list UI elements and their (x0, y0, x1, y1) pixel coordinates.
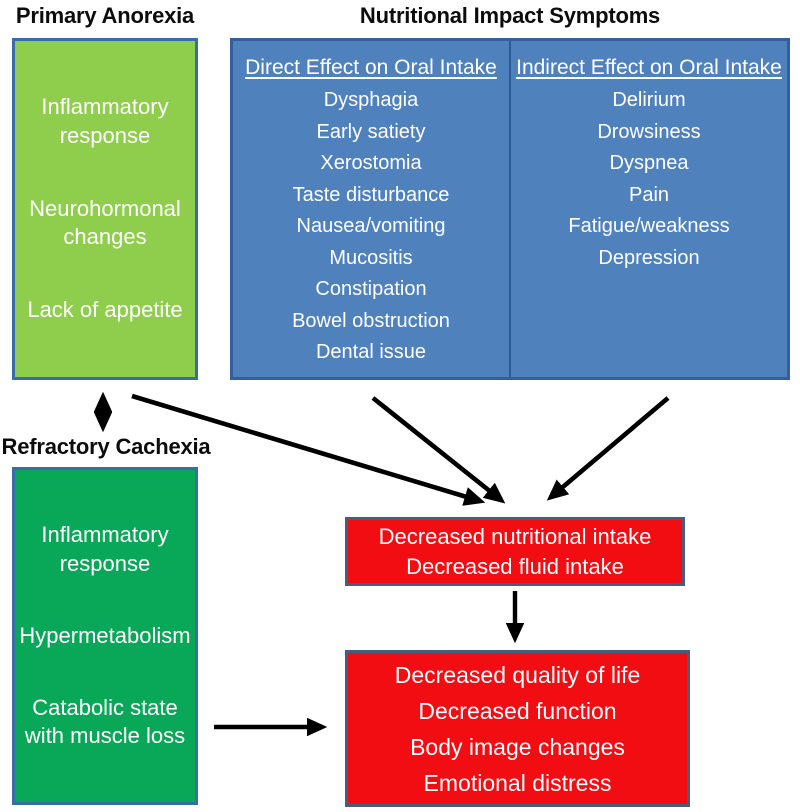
nutritional-impact-symptoms-box: Direct Effect on Oral Intake Dysphagia E… (230, 38, 790, 380)
direct-symptom: Xerostomia (320, 152, 422, 174)
direct-symptom: Early satiety (316, 120, 426, 143)
refractory-cachexia-item: Inflammatory response (41, 522, 169, 576)
indirect-symptom: Delirium (612, 89, 686, 111)
indirect-symptom: Dyspnea (609, 152, 689, 174)
indirect-symptom: Depression (598, 246, 700, 269)
primary-anorexia-item: Inflammatory response (41, 94, 169, 148)
direct-symptom: Mucositis (329, 246, 413, 269)
primary-anorexia-item: Lack of appetite (27, 297, 183, 323)
refractory-cachexia-box: Inflammatory response Hypermetabolism Ca… (12, 467, 198, 805)
arrow-direct-effects-to-intake (371, 396, 506, 504)
refractory-cachexia-item: Catabolic state with muscle loss (24, 694, 186, 749)
decreased-intake-box: Decreased nutritional intake Decreased f… (345, 517, 685, 586)
direct-symptom: Bowel obstruction (292, 309, 450, 332)
primary-anorexia-title: Primary Anorexia (15, 3, 195, 28)
indirect-symptom: Fatigue/weakness (568, 215, 730, 237)
decreased-intake-line: Decreased nutritional intake (378, 523, 652, 549)
arrow-indirect-effects-to-intake (546, 396, 670, 501)
indirect-symptom: Pain (628, 183, 670, 206)
indirect-effect-column: Indirect Effect on Oral Intake Delirium … (511, 41, 787, 377)
indirect-symptom: Drowsiness (597, 120, 701, 143)
outcome-line: Emotional distress (423, 769, 612, 796)
indirect-effect-header: Indirect Effect on Oral Intake (516, 56, 782, 79)
direct-effect-column: Direct Effect on Oral Intake Dysphagia E… (233, 41, 511, 377)
direct-symptom: Dysphagia (323, 89, 419, 111)
outcomes-box: Decreased quality of life Decreased func… (345, 650, 690, 807)
outcome-line: Decreased function (418, 697, 617, 724)
direct-symptom: Constipation (315, 278, 427, 300)
primary-anorexia-box: Inflammatory response Neurohormonal chan… (12, 38, 198, 380)
nutritional-impact-symptoms-title: Nutritional Impact Symptoms (359, 3, 661, 28)
refractory-cachexia-title: Refractory Cachexia (1, 434, 211, 459)
outcome-line: Body image changes (410, 733, 625, 760)
refractory-cachexia-item: Hypermetabolism (19, 622, 191, 648)
outcome-line: Decreased quality of life (394, 661, 641, 688)
decreased-intake-line: Decreased fluid intake (406, 553, 624, 579)
primary-anorexia-item: Neurohormonal changes (29, 195, 181, 250)
direct-effect-header: Direct Effect on Oral Intake (245, 56, 497, 79)
direct-symptom: Taste disturbance (292, 183, 450, 206)
direct-symptom: Dental issue (315, 341, 427, 363)
direct-symptom: Nausea/vomiting (296, 215, 446, 237)
